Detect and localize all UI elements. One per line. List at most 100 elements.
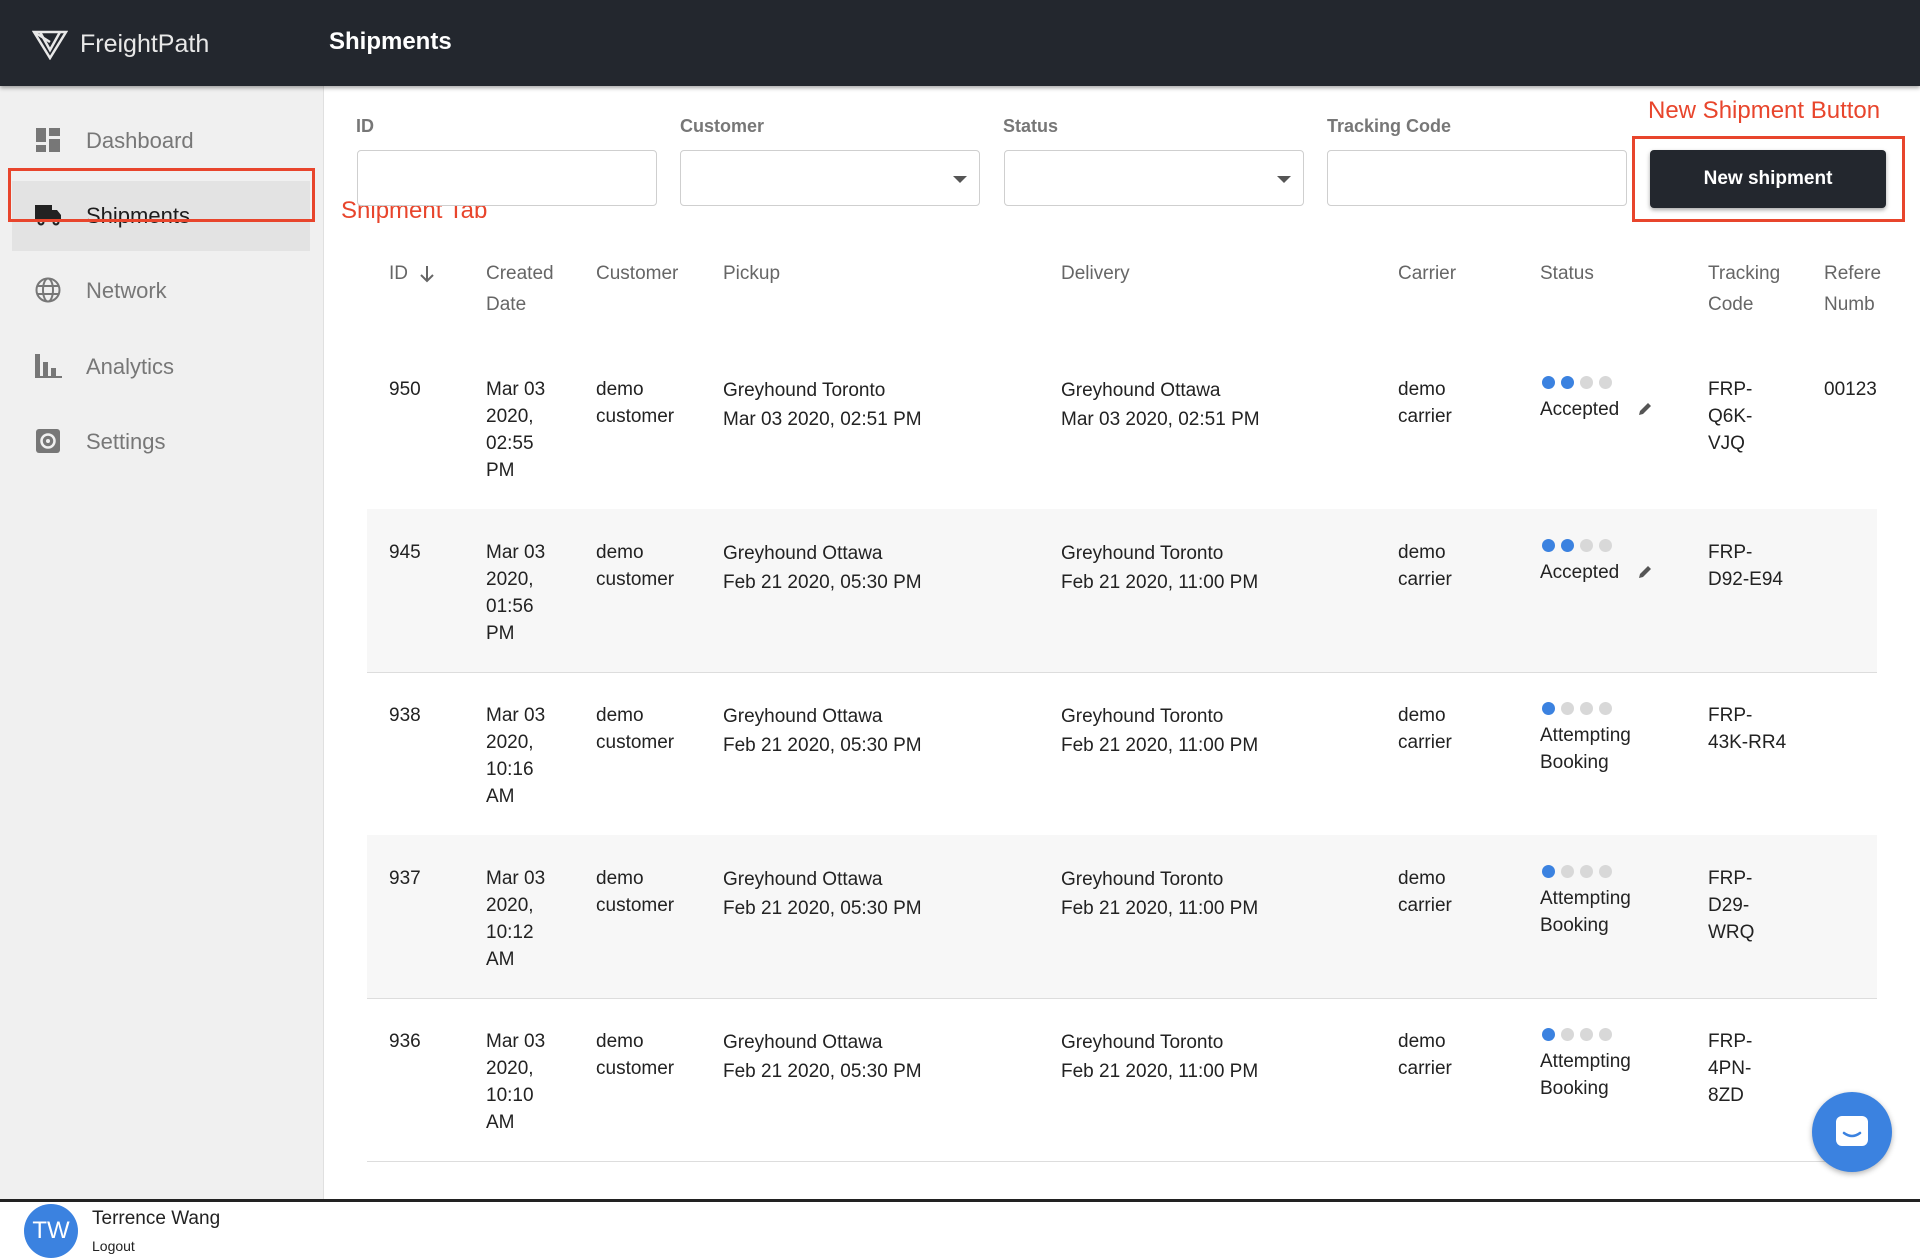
delivery-line: Greyhound Toronto — [1061, 1032, 1224, 1053]
customer-line: demo — [596, 1031, 644, 1052]
table-row[interactable]: 936 Mar 03 2020, 10:10 AM demo customer Greyhou… — [367, 998, 1877, 1162]
status-step-dot — [1599, 376, 1612, 389]
status-step-dot — [1580, 865, 1593, 878]
created-date-line: Mar 03 — [486, 379, 546, 400]
tracking-code-filter-input[interactable] — [1327, 150, 1627, 206]
status-step-dot — [1561, 539, 1574, 552]
bar-chart-icon — [35, 354, 62, 378]
shipment-id[interactable]: 938 — [389, 705, 421, 726]
status-filter-select[interactable] — [1004, 150, 1304, 206]
sidebar-item-settings[interactable]: Settings — [12, 407, 310, 477]
column-header-delivery[interactable]: Delivery — [1061, 263, 1130, 284]
tracking-line: Q6K- — [1708, 406, 1753, 427]
created-date-line: AM — [486, 949, 515, 970]
delivery-info: Greyhound Toronto Feb 21 2020, 11:00 PM — [1061, 865, 1258, 923]
created-date-line: 01:56 — [486, 596, 534, 617]
column-header-label: Numb — [1824, 294, 1875, 315]
column-header-tracking-code[interactable]: Tracking Code — [1708, 258, 1780, 320]
customer-name: demo customer — [596, 702, 674, 756]
carrier-line: carrier — [1398, 895, 1452, 916]
shipment-tab-highlight — [8, 168, 315, 222]
pickup-line: Feb 21 2020, 05:30 PM — [723, 898, 922, 919]
column-header-status[interactable]: Status — [1540, 263, 1594, 284]
status-progress — [1542, 539, 1618, 552]
column-header-id[interactable]: ID — [389, 258, 436, 289]
carrier-line: demo — [1398, 705, 1446, 726]
carrier-line: demo — [1398, 868, 1446, 889]
tracking-code[interactable]: FRP- D92-E94 — [1708, 539, 1783, 593]
tracking-code[interactable]: FRP- 4PN- 8ZD — [1708, 1028, 1752, 1109]
sidebar-item-shipments[interactable]: Shipments — [12, 181, 310, 251]
edit-pencil-icon[interactable] — [1637, 401, 1653, 417]
customer-name: demo customer — [596, 865, 674, 919]
sort-descending-icon — [420, 265, 434, 282]
shipment-id[interactable]: 950 — [389, 379, 421, 400]
status-text: Attempting Booking — [1540, 722, 1631, 776]
freightpath-logo-icon — [32, 30, 68, 60]
tracking-code[interactable]: FRP- D29- WRQ — [1708, 865, 1754, 946]
table-row[interactable]: 937 Mar 03 2020, 10:12 AM demo customer Greyhou… — [367, 835, 1877, 999]
customer-filter-select[interactable] — [680, 150, 980, 206]
page-title: Shipments — [329, 28, 452, 55]
created-date-line: PM — [486, 623, 515, 644]
pickup-info: Greyhound Ottawa Feb 21 2020, 05:30 PM — [723, 1028, 922, 1086]
pickup-info: Greyhound Ottawa Feb 21 2020, 05:30 PM — [723, 702, 922, 760]
created-date-line: Mar 03 — [486, 1031, 546, 1052]
shipment-id[interactable]: 936 — [389, 1031, 421, 1052]
pickup-line: Greyhound Ottawa — [723, 543, 883, 564]
status-line: Accepted — [1540, 399, 1620, 420]
column-header-pickup[interactable]: Pickup — [723, 263, 781, 284]
table-row[interactable]: 945 Mar 03 2020, 01:56 PM demo customer Greyhou… — [367, 509, 1877, 673]
avatar[interactable]: TW — [24, 1204, 78, 1258]
column-header-label: Refere — [1824, 263, 1882, 284]
created-date-line: 2020, — [486, 1058, 534, 1079]
carrier-line: carrier — [1398, 1058, 1452, 1079]
status-step-dot — [1542, 702, 1555, 715]
customer-line: customer — [596, 1058, 675, 1079]
tracking-code[interactable]: FRP- Q6K- VJQ — [1708, 376, 1752, 457]
sidebar-item-dashboard[interactable]: Dashboard — [12, 106, 310, 176]
status-progress — [1542, 865, 1618, 878]
new-shipment-button-annotation: New Shipment Button — [1648, 97, 1881, 124]
shipment-id[interactable]: 937 — [389, 868, 421, 889]
pickup-info: Greyhound Ottawa Feb 21 2020, 05:30 PM — [723, 539, 922, 597]
column-header-reference-number[interactable]: Refere Numb — [1824, 258, 1881, 320]
column-header-carrier[interactable]: Carrier — [1398, 263, 1457, 284]
tracking-line: FRP- — [1708, 1031, 1753, 1052]
customer-line: demo — [596, 705, 644, 726]
column-header-customer[interactable]: Customer — [596, 263, 679, 284]
created-date-line: 2020, — [486, 406, 534, 427]
new-shipment-button[interactable]: New shipment — [1650, 150, 1886, 208]
bottom-border — [0, 1199, 1920, 1202]
logout-link[interactable]: Logout — [92, 1238, 135, 1254]
edit-pencil-icon[interactable] — [1637, 564, 1653, 580]
status-text: Accepted — [1540, 396, 1619, 423]
created-date-line: PM — [486, 460, 515, 481]
chat-launcher-button[interactable] — [1812, 1092, 1892, 1172]
shipment-id[interactable]: 945 — [389, 542, 421, 563]
status-step-dot — [1561, 702, 1574, 715]
tracking-code[interactable]: FRP- 43K-RR4 — [1708, 702, 1786, 756]
customer-line: demo — [596, 379, 644, 400]
table-row[interactable]: 938 Mar 03 2020, 10:16 AM demo customer Greyhou… — [367, 672, 1877, 836]
created-date: Mar 03 2020, 10:16 AM — [486, 702, 545, 810]
tracking-line: FRP- — [1708, 868, 1753, 889]
customer-line: demo — [596, 542, 644, 563]
sidebar-item-network[interactable]: Network — [12, 256, 310, 326]
created-date-line: 10:16 — [486, 759, 534, 780]
status-line: Booking — [1540, 752, 1609, 773]
sidebar-item-analytics[interactable]: Analytics — [12, 332, 310, 402]
column-header-label: Code — [1708, 294, 1754, 315]
created-date-line: Mar 03 — [486, 705, 546, 726]
delivery-line: Greyhound Toronto — [1061, 706, 1224, 727]
created-date: Mar 03 2020, 01:56 PM — [486, 539, 545, 647]
id-filter-input[interactable] — [357, 150, 657, 206]
chat-icon — [1836, 1116, 1868, 1146]
tracking-line: D92-E94 — [1708, 569, 1783, 590]
table-row[interactable]: 950 Mar 03 2020, 02:55 PM demo customer Greyhou… — [367, 346, 1877, 510]
column-header-created-date[interactable]: Created Date — [486, 258, 554, 320]
tracking-line: VJQ — [1708, 433, 1745, 454]
status-step-dot — [1580, 1028, 1593, 1041]
column-header-label: ID — [389, 263, 408, 284]
brand[interactable]: FreightPath — [32, 24, 209, 64]
